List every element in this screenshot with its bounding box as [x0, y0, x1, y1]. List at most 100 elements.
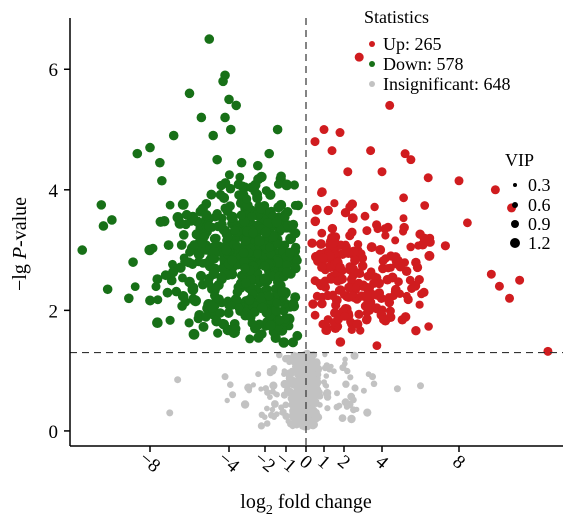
- legend-marker-down: [369, 61, 375, 67]
- point-insignificant: [271, 414, 277, 420]
- point-insignificant: [321, 364, 329, 372]
- point-down: [155, 157, 165, 168]
- point-up: [323, 205, 333, 216]
- point-down: [236, 157, 247, 168]
- point-insignificant: [351, 384, 359, 392]
- point-up: [331, 300, 341, 310]
- point-up: [345, 231, 355, 241]
- x-tick-label: 0: [295, 451, 316, 473]
- point-down: [236, 210, 246, 220]
- point-up: [370, 202, 379, 212]
- point-down: [288, 337, 298, 348]
- point-insignificant: [323, 389, 332, 397]
- x-tick-label: −8: [135, 448, 164, 477]
- point-down: [184, 318, 194, 328]
- point-insignificant: [369, 373, 376, 381]
- point-down: [238, 248, 249, 258]
- point-down: [225, 183, 236, 194]
- point-insignificant: [269, 381, 278, 390]
- point-up: [490, 185, 500, 195]
- point-down: [259, 261, 270, 271]
- point-down: [280, 212, 290, 222]
- x-axis-title: log2 fold change: [240, 491, 372, 518]
- point-insignificant: [314, 382, 321, 389]
- point-down: [220, 112, 230, 123]
- point-down: [256, 302, 268, 314]
- point-up: [391, 236, 400, 245]
- point-up: [327, 146, 337, 156]
- legend-label-insignificant: Insignificant: 648: [383, 74, 510, 94]
- point-up: [379, 315, 388, 325]
- point-down: [153, 295, 163, 305]
- point-down: [241, 278, 251, 288]
- point-down: [282, 260, 292, 271]
- point-down: [261, 186, 271, 196]
- point-down: [278, 337, 290, 348]
- point-down: [163, 240, 174, 251]
- point-up: [366, 146, 376, 156]
- point-down: [214, 294, 224, 304]
- point-up: [344, 282, 354, 293]
- point-up: [399, 214, 408, 223]
- point-down: [197, 238, 207, 248]
- legend-title: Statistics: [364, 7, 429, 27]
- point-down: [189, 296, 199, 306]
- point-down: [217, 219, 227, 230]
- point-down: [185, 247, 195, 257]
- y-axis-title: −lg P-value: [9, 197, 31, 291]
- point-down: [276, 171, 286, 182]
- point-insignificant: [285, 374, 294, 383]
- point-insignificant: [293, 395, 299, 402]
- point-up: [317, 187, 327, 197]
- point-insignificant: [281, 371, 287, 377]
- point-down: [159, 216, 170, 227]
- point-up: [361, 315, 372, 325]
- point-down: [274, 315, 285, 325]
- point-down: [256, 204, 266, 214]
- point-up: [399, 193, 408, 203]
- point-down: [264, 291, 274, 301]
- point-down: [221, 244, 232, 255]
- point-down: [213, 328, 223, 338]
- point-up: [424, 250, 435, 261]
- point-up: [375, 245, 386, 255]
- point-insignificant: [293, 411, 299, 418]
- point-down: [215, 308, 225, 318]
- point-down: [234, 303, 244, 313]
- point-down: [268, 231, 279, 242]
- point-insignificant: [344, 367, 351, 375]
- point-down: [145, 295, 156, 306]
- point-down: [201, 210, 212, 221]
- point-up: [400, 312, 411, 322]
- point-down: [272, 298, 282, 308]
- point-down: [98, 221, 109, 231]
- point-down: [168, 130, 179, 141]
- point-insignificant: [221, 373, 229, 381]
- point-down: [227, 255, 238, 266]
- point-insignificant: [174, 376, 182, 384]
- point-up: [310, 310, 320, 320]
- point-insignificant: [290, 418, 298, 426]
- point-down: [148, 243, 158, 253]
- point-up: [463, 218, 472, 228]
- point-up: [406, 242, 416, 252]
- point-down: [203, 278, 214, 288]
- point-up: [335, 262, 345, 273]
- point-up: [307, 238, 317, 248]
- point-up: [310, 216, 321, 227]
- point-up: [330, 199, 339, 208]
- point-down: [288, 298, 299, 309]
- point-down: [264, 148, 275, 159]
- point-down: [226, 124, 236, 135]
- point-up: [385, 306, 395, 316]
- point-up: [347, 213, 358, 224]
- point-up: [378, 256, 388, 266]
- point-down: [263, 218, 274, 229]
- point-down: [218, 76, 228, 87]
- point-down: [195, 270, 207, 282]
- point-down: [271, 216, 282, 228]
- point-down: [208, 254, 218, 264]
- point-down: [180, 256, 190, 267]
- point-down: [250, 186, 260, 197]
- point-down: [152, 274, 163, 285]
